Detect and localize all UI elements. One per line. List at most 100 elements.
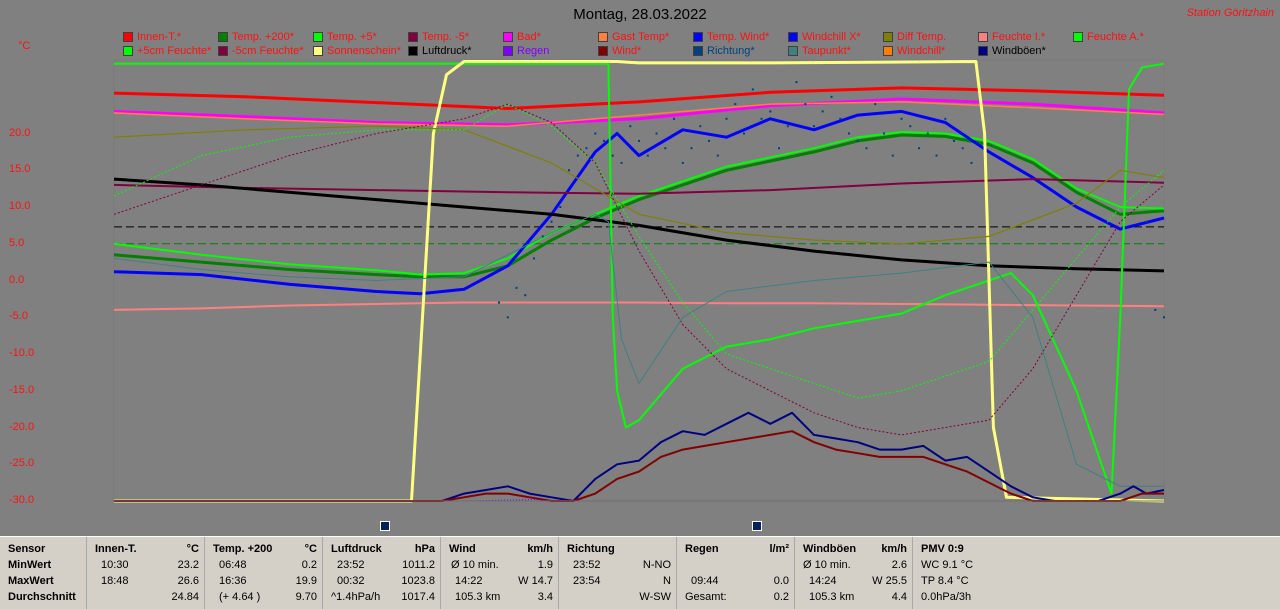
richtung-min: N-NO xyxy=(642,559,671,571)
point-richtung xyxy=(524,294,527,297)
point-richtung xyxy=(655,132,658,135)
innen-t-max: 26.6 xyxy=(177,575,199,587)
legend-item-temp-5: Temp. +5* xyxy=(313,31,377,43)
y-tick-label: 20.0 xyxy=(9,126,31,139)
legend-swatch xyxy=(883,32,893,42)
series-feuchte-a xyxy=(114,62,1165,495)
legend-swatch xyxy=(503,32,513,42)
point-richtung xyxy=(699,125,702,128)
legend-label: Temp. Wind* xyxy=(707,31,770,43)
header-richtung: Richtung xyxy=(567,543,615,555)
legend-item-5cm-feuchte: -5cm Feuchte* xyxy=(218,45,304,57)
header-temp-200: Temp. +200 xyxy=(213,543,273,555)
legend-item-gast-temp: Gast Temp* xyxy=(598,31,669,43)
legend-label: Taupunkt* xyxy=(802,45,851,57)
legend-item-temp-5: Temp. -5* xyxy=(408,31,469,43)
point-richtung xyxy=(559,206,562,208)
point-richtung xyxy=(856,139,859,142)
series-temp-5 xyxy=(113,131,1165,276)
legend-label: Gast Temp* xyxy=(612,31,670,43)
point-richtung xyxy=(830,95,833,98)
col-wind: Wind km/h Ø 10 min. 14:22 105.3 km 1.9 W… xyxy=(440,537,559,609)
point-richtung xyxy=(664,147,667,150)
y-tick-label: -30.0 xyxy=(9,494,35,506)
windboeen-avg10: 2.6 xyxy=(891,559,907,571)
luftdruck-min-time: 23:52 xyxy=(337,559,365,571)
point-richtung xyxy=(918,147,920,150)
unit-luftdruck: hPa xyxy=(414,543,435,555)
wind-avg-label: Ø 10 min. xyxy=(451,559,499,571)
row-min-label: MinWert xyxy=(8,559,52,571)
legend-item-sonnenschein: Sonnenschein* xyxy=(313,45,401,57)
point-richtung xyxy=(603,139,605,142)
legend-label: Luftdruck* xyxy=(422,45,472,57)
windboeen-max-time: 14:24 xyxy=(809,575,837,587)
col-luftdruck: Luftdruck hPa 23:52 00:32 ^1.4hPa/h 1011… xyxy=(322,537,441,609)
unit-wind: km/h xyxy=(527,543,553,555)
point-richtung xyxy=(550,220,553,223)
point-richtung xyxy=(751,88,754,91)
stats-table: Sensor MinWert MaxWert Durchschnitt Inne… xyxy=(0,536,1280,609)
col-richtung: Richtung 23:52 23:54 N-NO N W-SW xyxy=(558,537,677,609)
legend-label: Temp. +200* xyxy=(232,31,295,43)
legend-item-feuchte-a: Feuchte A.* xyxy=(1073,31,1144,43)
legend-label: Sonnenschein* xyxy=(327,45,402,57)
point-richtung xyxy=(778,147,780,150)
point-richtung xyxy=(953,139,955,142)
legend-swatch xyxy=(123,46,133,56)
point-richtung xyxy=(734,103,737,106)
series-regen xyxy=(114,499,1164,502)
legend-label: Richtung* xyxy=(707,45,755,57)
point-richtung xyxy=(848,132,850,135)
legend-label: Regen xyxy=(517,45,550,57)
legend-item-diff-temp: Diff Temp. xyxy=(883,31,946,43)
col-pmv: PMV 0:9 WC 9.1 °C TP 8.4 °C 0.0hPa/3h xyxy=(912,537,1280,609)
series-taupunkt xyxy=(113,213,1164,487)
point-richtung xyxy=(883,132,885,135)
point-richtung xyxy=(874,103,877,106)
legend-swatch xyxy=(123,32,133,42)
point-richtung xyxy=(498,301,500,304)
direction-scatter xyxy=(498,81,1165,319)
point-richtung xyxy=(891,154,894,157)
point-richtung xyxy=(900,117,903,120)
y-tick-label: 10.0 xyxy=(9,200,31,212)
point-richtung xyxy=(541,235,544,238)
temp-200-avg: 9.70 xyxy=(295,591,317,603)
point-richtung xyxy=(821,110,824,113)
y-tick-label: 5.0 xyxy=(9,236,25,249)
series-temp-wind xyxy=(113,109,1165,296)
unit-windboeen: km/h xyxy=(881,543,907,555)
legend-swatch xyxy=(788,32,798,42)
legend-swatch xyxy=(978,46,988,56)
legend-label: Innen-T.* xyxy=(137,31,182,43)
luftdruck-max-time: 00:32 xyxy=(337,575,365,587)
point-richtung xyxy=(786,125,789,128)
pmv-pressure-trend: 0.0hPa/3h xyxy=(921,591,972,603)
point-richtung xyxy=(681,161,684,164)
legend-label: Windböen* xyxy=(992,45,1046,57)
legend-label: Wind* xyxy=(612,45,642,57)
point-richtung xyxy=(760,117,763,120)
luftdruck-min: 1011.2 xyxy=(402,559,435,571)
pmv-windchill: WC 9.1 °C xyxy=(921,559,974,571)
plot-area xyxy=(113,59,1165,502)
legend-label: +5cm Feuchte* xyxy=(137,45,212,57)
legend-swatch xyxy=(313,32,323,42)
point-richtung xyxy=(909,125,912,128)
legend-swatch xyxy=(978,32,988,42)
richtung-min-time: 23:52 xyxy=(573,559,601,571)
legend-swatch xyxy=(408,32,418,42)
legend-swatch xyxy=(788,46,798,56)
pmv-taupunkt: TP 8.4 °C xyxy=(921,575,969,587)
point-richtung xyxy=(594,132,597,135)
col-regen: Regen l/m² 09:44 Gesamt: 0.0 0.2 xyxy=(676,537,795,609)
temp-200-max-time: 16:36 xyxy=(219,575,247,587)
point-richtung xyxy=(506,316,509,319)
col-temp-200: Temp. +200 °C 06:48 16:36 (+ 4.64 ) 0.2 … xyxy=(204,537,323,609)
legend-swatch xyxy=(598,46,608,56)
point-richtung xyxy=(961,147,964,150)
legend-swatch xyxy=(313,46,323,56)
y-tick-label: 15.0 xyxy=(9,163,31,176)
innen-t-min-time: 10:30 xyxy=(101,559,129,571)
